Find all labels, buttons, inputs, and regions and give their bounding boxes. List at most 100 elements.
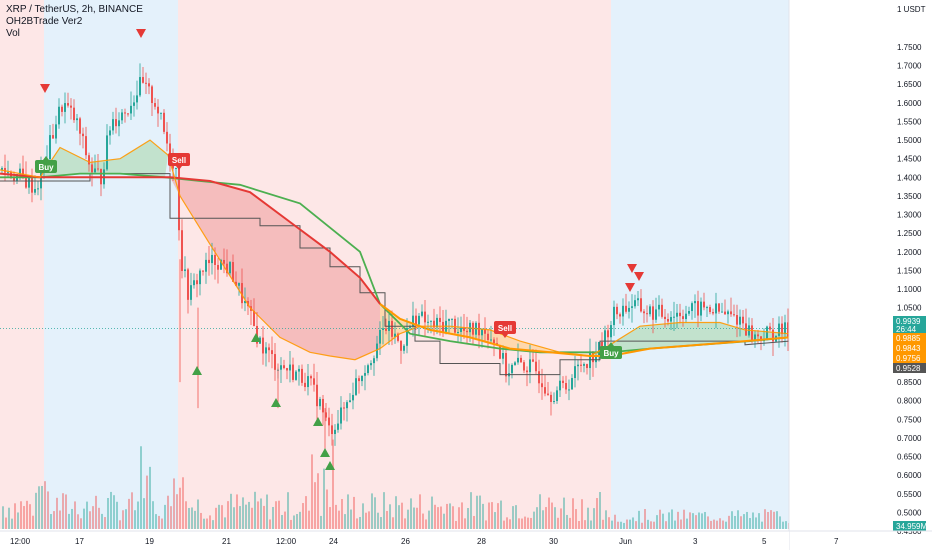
indicator-title[interactable]: OH2BTrade Ver2 (6, 16, 83, 27)
price-tick-label: 1.7500 (897, 43, 922, 52)
candle-body (73, 107, 75, 121)
volume-bar (368, 511, 370, 529)
candle-body (493, 339, 495, 344)
price-axis[interactable]: 1 USDT 1.7500 1.7000 1.6500 1.6000 1.5500 1.50… (788, 0, 932, 550)
volume-bar (230, 493, 232, 529)
volume-bar (596, 498, 598, 529)
volume-bar (218, 504, 220, 529)
volume-bar (776, 511, 778, 529)
candle-body (358, 378, 360, 382)
volume-bar (341, 499, 343, 529)
candle-body (238, 283, 240, 286)
candle-body (505, 353, 507, 377)
volume-bar (137, 501, 139, 529)
candle-body (127, 113, 129, 115)
candle-body (334, 429, 336, 435)
candle-body (652, 306, 654, 320)
volume-bar (119, 520, 121, 529)
volume-bar (20, 501, 22, 529)
volume-bar (176, 494, 178, 529)
volume-bar (239, 506, 241, 529)
candle-body (178, 167, 180, 231)
candle-body (580, 364, 582, 366)
price-tick-label: 1.7000 (897, 62, 922, 71)
candle-body (211, 254, 213, 264)
candle-body (628, 307, 630, 312)
candle-body (694, 301, 696, 304)
candle-body (619, 314, 621, 317)
volume-bar (74, 501, 76, 529)
volume-bar (290, 519, 292, 529)
candle-body (85, 136, 87, 156)
time-axis[interactable]: 12:00 17 19 21 12:00 24 26 28 30 Jun 3 5 7 (0, 530, 932, 550)
candle-body (169, 143, 171, 158)
candle-body (514, 362, 516, 365)
candle-body (688, 311, 690, 314)
candle-body (94, 168, 96, 173)
volume-bar (470, 492, 472, 529)
volume-bar (173, 478, 175, 529)
candle-body (292, 364, 294, 380)
candle-body (316, 384, 318, 407)
time-tick-label: 3 (693, 537, 698, 546)
volume-bar (575, 509, 577, 529)
volume-bar (623, 522, 625, 529)
candle-body (22, 168, 24, 176)
candle-body (184, 269, 186, 272)
volume-bar (602, 519, 604, 529)
volume-bar (350, 509, 352, 529)
candle-body (193, 280, 195, 286)
candle-body (778, 323, 780, 336)
volume-bar (200, 512, 202, 529)
volume-bar (674, 520, 676, 529)
volume-bar (767, 511, 769, 529)
sell-arrow-icon (625, 283, 635, 292)
candle-body (379, 330, 381, 344)
volume-bar (488, 502, 490, 529)
candle-body (283, 365, 285, 369)
volume-bar (302, 503, 304, 529)
candle-body (352, 394, 354, 401)
volume-bar (44, 481, 46, 529)
price-tick-label: 0.7500 (897, 415, 922, 424)
volume-bar (638, 510, 640, 529)
price-label-text: 34.959M (896, 522, 927, 531)
volume-bar (410, 498, 412, 529)
candle-body (337, 423, 339, 430)
volume-bar (785, 521, 787, 529)
candle-body (157, 106, 159, 114)
volume-bar (56, 497, 58, 529)
volume-bar (101, 513, 103, 529)
candle-body (112, 119, 114, 131)
volume-bar (293, 515, 295, 529)
volume-bar (530, 517, 532, 529)
volume-bar (629, 519, 631, 529)
candle-body (544, 387, 546, 394)
candle-body (205, 259, 207, 272)
volume-bar (710, 520, 712, 529)
volume-bar (335, 504, 337, 529)
volume-bar (359, 516, 361, 529)
candle-body (328, 417, 330, 426)
volume-bar (425, 519, 427, 529)
volume-bar (170, 506, 172, 529)
candle-body (448, 318, 450, 321)
bg-zone-1 (44, 0, 178, 529)
volume-bar (755, 517, 757, 529)
time-tick-label: 5 (762, 537, 767, 546)
volume-title[interactable]: Vol (6, 28, 20, 39)
volume-bar (428, 510, 430, 529)
candle-body (565, 383, 567, 390)
volume-bar (779, 516, 781, 529)
volume-bar (668, 512, 670, 529)
candle-body (25, 175, 27, 188)
volume-bar (653, 521, 655, 529)
candle-body (154, 103, 156, 107)
price-tick-label: 0.8000 (897, 397, 922, 406)
symbol-title[interactable]: XRP / TetherUS, 2h, BINANCE (6, 4, 143, 15)
volume-bar (482, 503, 484, 529)
volume-bar (206, 518, 208, 529)
price-label-badge: 0.9528 (893, 363, 926, 373)
candle-body (703, 301, 705, 308)
